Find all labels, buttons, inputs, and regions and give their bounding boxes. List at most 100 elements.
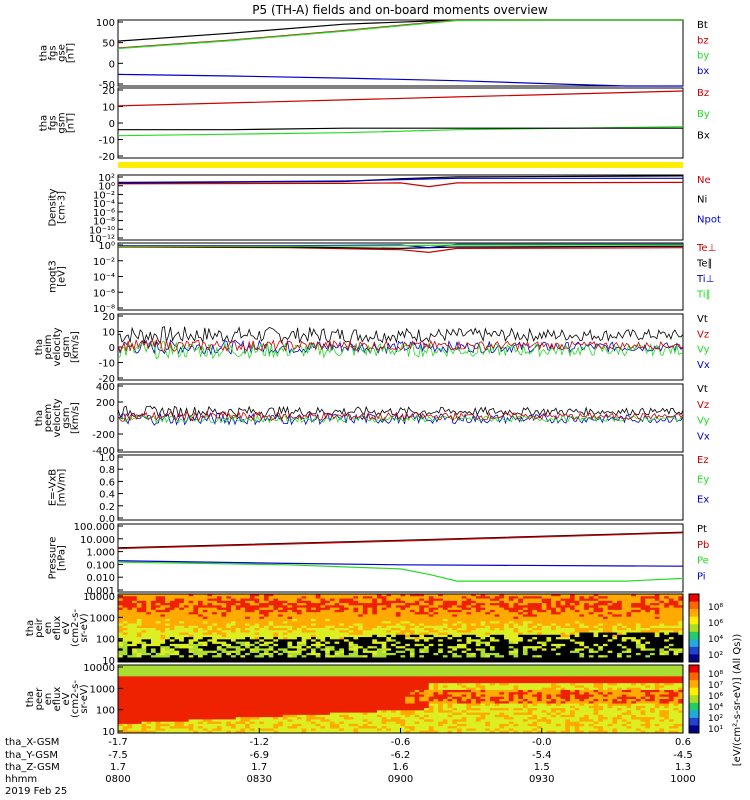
heatmap-cell bbox=[381, 596, 387, 600]
heatmap-cell bbox=[207, 667, 213, 671]
heatmap-cell bbox=[118, 607, 124, 611]
heatmap-cell bbox=[466, 630, 472, 634]
heatmap-cell bbox=[457, 646, 463, 649]
heatmap-cell bbox=[452, 643, 458, 647]
heatmap-cell bbox=[579, 652, 585, 656]
heatmap-cell bbox=[504, 596, 510, 600]
heatmap-cell bbox=[612, 628, 618, 631]
heatmap-cell bbox=[395, 621, 401, 624]
heatmap-cell bbox=[612, 600, 618, 604]
heatmap-cell bbox=[593, 630, 599, 634]
heatmap-cell bbox=[339, 655, 345, 658]
heatmap-cell bbox=[278, 634, 284, 638]
heatmap-cell bbox=[296, 623, 303, 627]
heatmap-cell bbox=[245, 723, 251, 727]
heatmap-cell bbox=[132, 632, 138, 636]
heatmap-cell bbox=[259, 652, 265, 656]
heatmap-cell bbox=[287, 683, 293, 686]
heatmap-cell bbox=[471, 596, 477, 600]
heatmap-cell bbox=[626, 646, 632, 649]
y-tick-label: 400 bbox=[96, 382, 115, 393]
heatmap-cell bbox=[395, 605, 401, 609]
heatmap-cell bbox=[673, 600, 679, 604]
heatmap-cell bbox=[207, 632, 213, 636]
heatmap-cell bbox=[631, 657, 637, 661]
heatmap-cell bbox=[273, 616, 279, 620]
heatmap-cell bbox=[245, 705, 251, 709]
heatmap-cell bbox=[358, 641, 364, 645]
heatmap-cell bbox=[367, 648, 373, 652]
heatmap-cell bbox=[216, 628, 223, 631]
heatmap-cell bbox=[555, 596, 562, 600]
heatmap-cell bbox=[141, 600, 147, 604]
heatmap-cell bbox=[635, 603, 642, 606]
heatmap-cell bbox=[461, 628, 467, 631]
heatmap-cell bbox=[372, 630, 378, 634]
heatmap-cell bbox=[457, 607, 463, 611]
heatmap-cell bbox=[240, 600, 246, 604]
heatmap-cell bbox=[659, 618, 665, 622]
heatmap-cell bbox=[273, 723, 279, 727]
heatmap-cell bbox=[489, 632, 496, 636]
heatmap-cell bbox=[245, 665, 251, 668]
heatmap-cell bbox=[395, 607, 401, 611]
heatmap-cell bbox=[565, 612, 571, 615]
heatmap-cell bbox=[400, 598, 406, 602]
heatmap-cell bbox=[254, 687, 260, 691]
heatmap-cell bbox=[654, 659, 660, 663]
heatmap-cell bbox=[221, 612, 227, 615]
heatmap-cell bbox=[654, 603, 660, 606]
heatmap-cell bbox=[640, 641, 646, 645]
heatmap-cell bbox=[579, 628, 585, 631]
heatmap-cell bbox=[183, 612, 190, 615]
heatmap-cell bbox=[155, 721, 161, 725]
heatmap-cell bbox=[169, 614, 175, 618]
heatmap-cell bbox=[174, 609, 180, 613]
heatmap-cell bbox=[428, 648, 434, 652]
heatmap-cell bbox=[146, 692, 152, 695]
heatmap-cell bbox=[362, 621, 369, 624]
heatmap-cell bbox=[353, 657, 359, 661]
heatmap-cell bbox=[344, 616, 350, 620]
heatmap-cell bbox=[146, 683, 152, 686]
heatmap-cell bbox=[183, 600, 190, 604]
panels-group: 100500-50thafgsgse[nT]Btbzbybx20100-10-2… bbox=[25, 18, 721, 738]
heatmap-cell bbox=[570, 618, 576, 622]
y-axis-label-line: velocity bbox=[52, 398, 63, 437]
heatmap-cell bbox=[249, 692, 256, 695]
heatmap-cell bbox=[353, 607, 359, 611]
heatmap-cell bbox=[353, 646, 359, 649]
heatmap-cell bbox=[165, 665, 171, 668]
heatmap-cell bbox=[221, 721, 227, 725]
heatmap-cell bbox=[212, 621, 218, 624]
heatmap-cell bbox=[565, 596, 571, 600]
heatmap-cell bbox=[150, 639, 157, 643]
heatmap-cell bbox=[334, 618, 340, 622]
heatmap-cell bbox=[202, 721, 208, 725]
heatmap-cell bbox=[489, 655, 496, 658]
heatmap-cell bbox=[179, 728, 185, 732]
heatmap-cell bbox=[150, 671, 157, 675]
heatmap-cell bbox=[414, 594, 420, 597]
heatmap-cell bbox=[527, 652, 533, 656]
heatmap-cell bbox=[221, 650, 227, 654]
heatmap-cell bbox=[179, 616, 185, 620]
heatmap-cell bbox=[183, 630, 190, 634]
heatmap-cell bbox=[471, 614, 477, 618]
heatmap-cell bbox=[522, 650, 529, 654]
heatmap-cell bbox=[617, 623, 623, 627]
heatmap-cell bbox=[311, 650, 317, 654]
heatmap-cell bbox=[273, 721, 279, 725]
heatmap-cell bbox=[263, 674, 270, 677]
heatmap-cell bbox=[273, 598, 279, 602]
heatmap-cell bbox=[311, 637, 317, 640]
heatmap-cell bbox=[287, 671, 293, 675]
heatmap-cell bbox=[386, 630, 392, 634]
heatmap-cell bbox=[664, 641, 670, 645]
heatmap-cell bbox=[263, 612, 270, 615]
heatmap-cell bbox=[240, 598, 246, 602]
heatmap-cell bbox=[612, 632, 618, 636]
heatmap-cell bbox=[245, 676, 251, 680]
heatmap-cell bbox=[678, 655, 684, 658]
panel-density: 10²10⁰10⁻²10⁻⁴10⁻⁶10⁻⁸10⁻¹⁰10⁻¹²Density[… bbox=[48, 173, 721, 245]
